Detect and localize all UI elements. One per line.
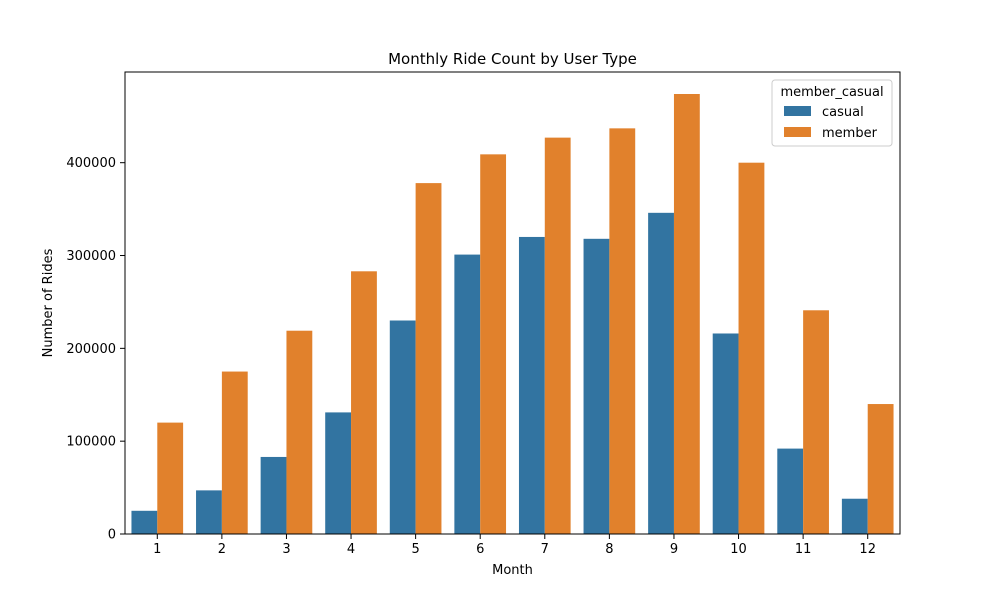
bar-member-month-11 — [803, 310, 829, 534]
bar-casual-month-3 — [260, 456, 287, 534]
legend-swatch-casual — [784, 106, 811, 116]
bar-casual-month-12 — [841, 498, 868, 534]
y-tick-label: 200000 — [66, 342, 116, 357]
bar-casual-month-2 — [196, 490, 222, 534]
bar-member-month-10 — [738, 162, 765, 534]
legend: member_casual casual member — [771, 79, 893, 147]
y-tick-label: 0 — [108, 528, 116, 543]
x-tick-label: 10 — [730, 542, 747, 557]
y-axis: 0 100000 200000 300000 400000 — [66, 156, 125, 543]
y-tick-label: 400000 — [66, 156, 116, 171]
bar-member-month-6 — [480, 154, 507, 534]
bar-member-month-3 — [286, 330, 313, 534]
x-tick-label: 5 — [411, 542, 419, 557]
legend-swatch-member — [784, 127, 811, 137]
x-tick-label: 3 — [282, 542, 290, 557]
bar-casual-month-9 — [648, 212, 674, 534]
bar-member-month-5 — [415, 183, 442, 535]
bar-casual-month-4 — [325, 412, 352, 534]
x-tick-label: 2 — [218, 542, 226, 557]
bar-casual-month-6 — [454, 254, 481, 534]
x-tick-label: 1 — [153, 542, 161, 557]
x-tick-label: 8 — [605, 542, 613, 557]
legend-label-casual: casual — [822, 105, 864, 120]
x-tick-label: 11 — [795, 542, 812, 557]
bars-layer — [131, 94, 894, 535]
x-tick-label: 12 — [859, 542, 876, 557]
bar-member-month-4 — [351, 271, 377, 534]
y-tick-label: 300000 — [66, 249, 116, 264]
x-axis: 1 2 3 4 5 6 7 8 9 10 11 12 — [153, 534, 876, 557]
bar-member-month-12 — [867, 404, 894, 534]
y-axis-label: Number of Rides — [41, 248, 56, 357]
bar-member-month-1 — [157, 422, 184, 534]
bar-casual-month-5 — [389, 320, 416, 534]
x-tick-label: 9 — [670, 542, 678, 557]
plot-frame — [124, 71, 901, 535]
bar-casual-month-1 — [131, 510, 158, 534]
bar-member-month-9 — [673, 94, 700, 534]
bar-member-month-7 — [544, 137, 571, 534]
x-axis-label: Month — [492, 563, 533, 578]
bar-casual-month-10 — [712, 333, 739, 534]
bar-casual-month-11 — [777, 448, 804, 534]
chart-title: Monthly Ride Count by User Type — [388, 50, 637, 68]
bar-member-month-8 — [609, 128, 636, 534]
x-tick-label: 4 — [347, 542, 355, 557]
legend-title: member_casual — [780, 85, 883, 100]
bar-casual-month-7 — [518, 236, 545, 534]
x-tick-label: 6 — [476, 542, 484, 557]
legend-label-member: member — [822, 126, 878, 141]
bar-member-month-2 — [221, 371, 248, 534]
bar-casual-month-8 — [583, 238, 610, 534]
y-tick-label: 100000 — [66, 435, 116, 450]
x-tick-label: 7 — [541, 542, 549, 557]
